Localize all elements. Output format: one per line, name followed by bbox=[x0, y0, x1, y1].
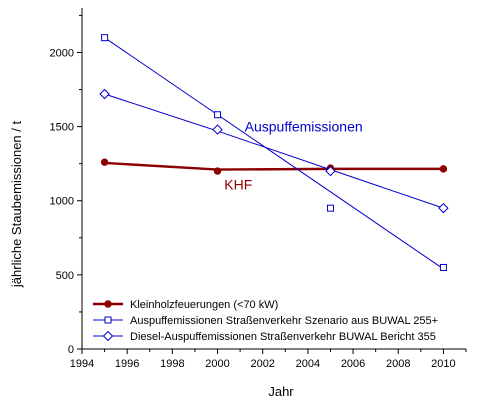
data-point bbox=[438, 202, 449, 214]
series-layer bbox=[99, 34, 449, 271]
y-ticks: 0 500 1000 1500 2000 bbox=[50, 14, 82, 356]
x-tick-label: 2006 bbox=[341, 358, 365, 370]
legend-marker bbox=[104, 300, 112, 308]
x-tick-label: 2000 bbox=[205, 358, 229, 370]
series-line bbox=[104, 161, 444, 171]
y-tick-label: 1500 bbox=[50, 122, 74, 134]
x-tick-label: 2002 bbox=[250, 358, 274, 370]
data-point bbox=[212, 124, 223, 135]
data-point bbox=[325, 165, 336, 177]
series-0 bbox=[100, 158, 448, 175]
series-1 bbox=[101, 34, 447, 271]
x-axis-title: Jahr bbox=[268, 384, 294, 399]
annotations: Auspuffemissionen KHF bbox=[224, 119, 362, 193]
x-tick-label: 1996 bbox=[115, 358, 139, 370]
data-point bbox=[213, 167, 222, 175]
legend-item: Kleinholzfeuerungen (<70 kW) bbox=[93, 299, 278, 311]
annotation-label: Auspuffemissionen bbox=[245, 119, 363, 135]
legend-label: Auspuffemissionen Straßenverkehr Szenari… bbox=[130, 315, 438, 327]
data-point bbox=[100, 158, 109, 166]
y-tick-label: 1000 bbox=[50, 196, 74, 208]
legend-item: Auspuffemissionen Straßenverkehr Szenari… bbox=[93, 315, 438, 327]
series-line bbox=[104, 93, 444, 209]
legend-item: Diesel-Auspuffemissionen Straßenverkehr … bbox=[93, 330, 436, 343]
data-point bbox=[214, 111, 222, 119]
data-point bbox=[101, 34, 109, 42]
y-tick-label: 2000 bbox=[50, 47, 74, 59]
x-tick-label: 2010 bbox=[431, 358, 455, 370]
legend: Kleinholzfeuerungen (<70 kW) Auspuffemiss… bbox=[93, 299, 438, 343]
x-tick-label: 2008 bbox=[386, 358, 410, 370]
legend-label: Kleinholzfeuerungen (<70 kW) bbox=[130, 299, 278, 311]
legend-marker bbox=[102, 330, 114, 342]
data-point bbox=[326, 204, 334, 212]
series-line bbox=[104, 37, 444, 270]
y-tick-label: 0 bbox=[68, 344, 74, 356]
y-tick-label: 500 bbox=[56, 270, 74, 282]
legend-label: Diesel-Auspuffemissionen Straßenverkehr … bbox=[130, 331, 436, 343]
series-2 bbox=[99, 88, 449, 214]
legend-marker bbox=[104, 316, 112, 324]
data-point bbox=[439, 263, 447, 271]
data-point bbox=[439, 165, 448, 173]
x-tick-label: 1998 bbox=[160, 358, 184, 370]
y-axis-title: jährliche Staubemissionen / t bbox=[9, 121, 24, 289]
x-ticks: 1994 1996 1998 2000 2002 2004 2006 2008 2010 bbox=[70, 349, 467, 370]
data-point bbox=[99, 88, 110, 100]
axes bbox=[81, 8, 466, 350]
x-tick-label: 2004 bbox=[296, 358, 320, 370]
annotation-label: KHF bbox=[224, 176, 252, 192]
x-tick-label: 1994 bbox=[70, 358, 94, 370]
